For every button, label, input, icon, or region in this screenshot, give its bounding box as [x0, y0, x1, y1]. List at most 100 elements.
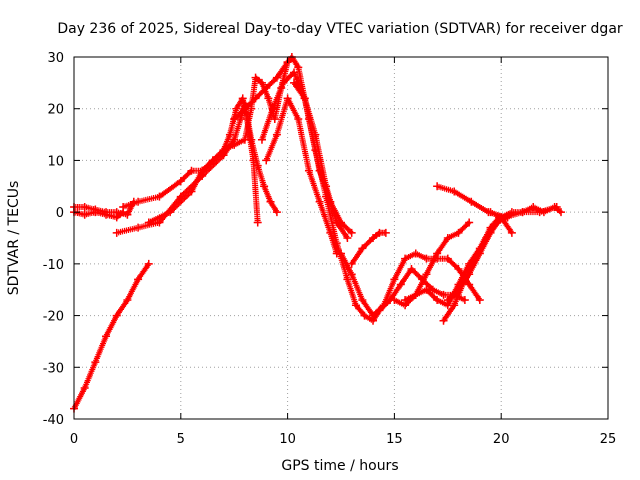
data-point [422, 285, 431, 294]
data-point [225, 130, 234, 139]
data-point [396, 280, 405, 289]
data-series [262, 94, 341, 258]
data-point [270, 115, 279, 124]
data-point [557, 208, 566, 217]
data-point [279, 78, 288, 87]
data-series [347, 228, 390, 268]
data-point [347, 228, 356, 237]
data-point [315, 197, 324, 206]
data-point [443, 254, 452, 263]
data-point [80, 210, 89, 219]
data-point [475, 249, 484, 258]
data-point [390, 275, 399, 284]
data-series [401, 218, 474, 305]
data-point [337, 249, 345, 258]
data-point [347, 259, 356, 268]
data-point [401, 254, 410, 263]
data-point [268, 104, 277, 113]
data-point [518, 208, 527, 217]
data-point [134, 275, 143, 284]
data-point [450, 301, 459, 310]
data-point [272, 73, 281, 82]
data-point [102, 210, 111, 219]
data-point [262, 156, 271, 165]
data-point [112, 213, 121, 222]
data-point [332, 218, 341, 227]
data-point [134, 223, 143, 232]
data-point [260, 182, 269, 191]
data-series [290, 78, 352, 242]
data-point [322, 182, 331, 191]
x-tick-label: 10 [279, 432, 296, 447]
data-point [262, 84, 271, 93]
data-point [439, 316, 448, 325]
data-point [123, 210, 132, 219]
data-point [539, 208, 548, 217]
y-tick-label: 0 [56, 206, 64, 221]
data-point [454, 228, 463, 237]
data-point [422, 270, 431, 279]
data-point [433, 182, 442, 191]
data-point [343, 234, 352, 242]
data-point [251, 94, 260, 103]
data-point [300, 94, 309, 103]
data-point [507, 208, 516, 217]
data-point [91, 358, 100, 367]
data-point [208, 156, 217, 165]
data-point [433, 249, 442, 258]
data-point [411, 290, 420, 299]
data-series [486, 202, 566, 222]
data-point [401, 296, 410, 305]
data-point [460, 296, 469, 305]
data-point [347, 270, 356, 279]
x-tick-label: 15 [386, 432, 403, 447]
data-point [102, 332, 111, 341]
data-point [443, 234, 452, 242]
data-point [264, 94, 273, 103]
data-point [497, 213, 506, 222]
data-point [144, 259, 153, 268]
data-point [375, 306, 384, 315]
x-tick-label: 25 [600, 432, 617, 447]
data-point [304, 166, 313, 175]
data-point [454, 285, 463, 294]
x-tick-label: 20 [493, 432, 510, 447]
x-tick-label: 0 [70, 432, 78, 447]
data-point [112, 228, 121, 237]
y-tick-label: -20 [43, 310, 64, 325]
data-point [272, 130, 281, 139]
data-point [311, 130, 320, 139]
data-layer [70, 53, 566, 413]
data-point [529, 202, 538, 211]
data-point [294, 115, 303, 124]
data-point [326, 228, 335, 237]
data-point [467, 197, 476, 206]
data-point [358, 244, 367, 253]
y-tick-label: -10 [43, 258, 64, 273]
data-point [253, 218, 262, 227]
y-tick-label: -30 [43, 361, 64, 376]
data-point [272, 208, 281, 217]
data-point [358, 296, 367, 305]
data-point [294, 63, 303, 72]
y-axis-label: SDTVAR / TECUs [6, 181, 22, 296]
data-point [369, 234, 378, 242]
data-point [283, 94, 292, 103]
data-point [465, 270, 474, 279]
data-point [166, 208, 175, 217]
data-point [390, 296, 399, 305]
data-point [230, 140, 239, 149]
tick-layer: 0 5 10 15 20 25 -40 -30 -20 -10 0 10 20 30 [43, 51, 617, 447]
data-series [375, 265, 469, 315]
data-point [266, 197, 275, 206]
data-point [360, 311, 369, 320]
data-point [112, 311, 121, 320]
data-point [351, 301, 360, 310]
chart-title: Day 236 of 2025, Sidereal Day-to-day VTE… [57, 21, 623, 37]
data-point [123, 296, 132, 305]
data-point [343, 275, 352, 284]
data-point [187, 166, 196, 175]
y-tick-label: 30 [47, 51, 64, 66]
data-point [475, 296, 484, 305]
